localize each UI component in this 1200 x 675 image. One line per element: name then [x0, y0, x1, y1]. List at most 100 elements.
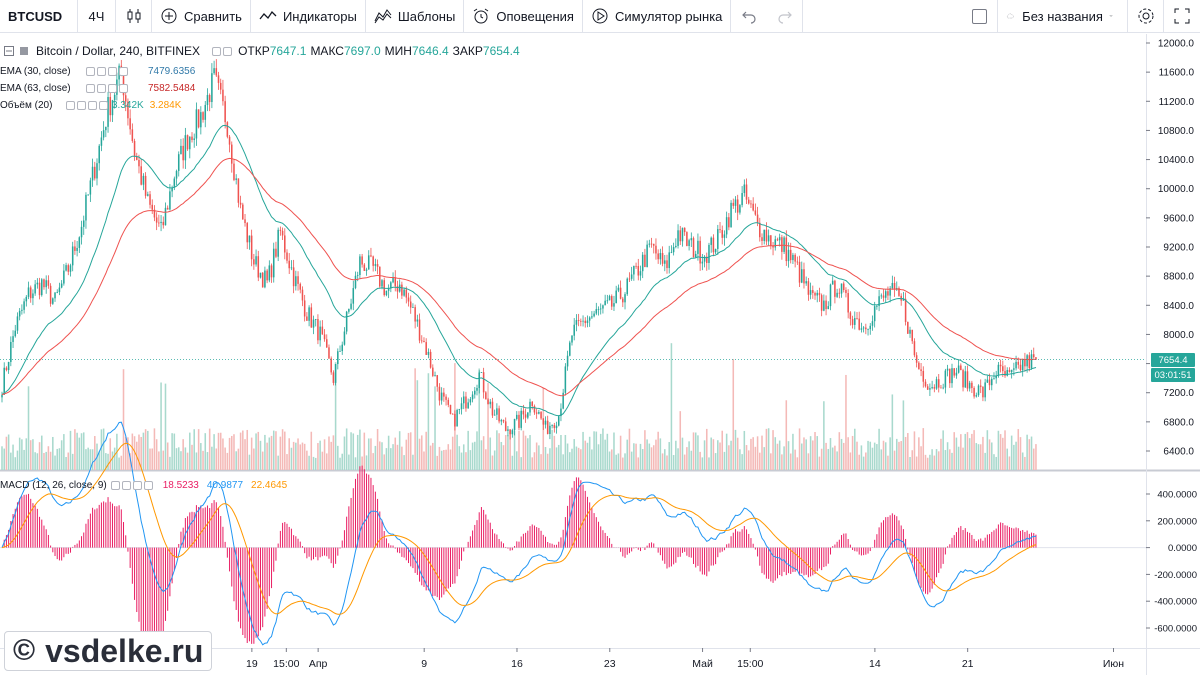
candle-body	[96, 163, 98, 179]
volume-bar	[91, 449, 94, 470]
volume-bar	[677, 448, 679, 470]
macd-histogram-bar	[266, 547, 268, 609]
volume-bar	[586, 442, 589, 470]
candle-body	[94, 166, 96, 179]
more-mini-icon[interactable]	[119, 84, 128, 93]
candle-body	[977, 385, 980, 396]
eye-icon[interactable]	[86, 67, 95, 76]
volume-bar	[398, 431, 401, 470]
macd-histogram-bar	[995, 528, 997, 548]
more-mini-icon[interactable]	[119, 67, 128, 76]
candle-body	[306, 316, 308, 321]
settings-mini-icon[interactable]	[77, 101, 86, 110]
candle-body	[292, 267, 295, 287]
plus-circle-icon	[161, 8, 177, 24]
eye-icon[interactable]	[212, 46, 222, 56]
volume-bar	[418, 438, 421, 470]
candle-body	[288, 260, 290, 269]
replay-button[interactable]: Симулятор рынка	[583, 0, 732, 33]
symbol-search[interactable]: BTCUSD	[0, 0, 78, 33]
macd-histogram-bar	[167, 547, 169, 611]
more-mini-icon[interactable]	[143, 481, 153, 490]
macd-histogram-bar	[584, 490, 586, 548]
candle-body	[414, 307, 416, 322]
compare-button[interactable]: Сравнить	[152, 0, 251, 33]
macd-histogram-bar	[810, 547, 812, 577]
candle-body	[577, 320, 580, 321]
undo-button[interactable]	[731, 0, 767, 33]
macd-histogram-bar	[116, 506, 118, 548]
volume-bar	[175, 448, 178, 470]
settings-mini-icon[interactable]	[97, 67, 106, 76]
chart-style-button[interactable]	[116, 0, 152, 33]
candle-body	[889, 288, 891, 296]
settings-mini-icon[interactable]	[121, 481, 131, 490]
macd-histogram-bar	[763, 547, 765, 575]
macd-histogram-bar	[922, 547, 924, 592]
macd-line-value: 40.9877	[206, 480, 244, 491]
eye-icon[interactable]	[110, 481, 120, 490]
more-mini-icon[interactable]	[99, 101, 108, 110]
volume-bar	[284, 431, 286, 470]
volume-bar	[644, 430, 646, 470]
candle-body	[655, 245, 657, 254]
candle-body	[82, 220, 85, 227]
volume-bar	[759, 452, 761, 470]
candle-body	[915, 355, 918, 363]
indicators-button[interactable]: Индикаторы	[251, 0, 366, 33]
settings-button[interactable]	[1128, 0, 1164, 33]
close-mini-icon[interactable]	[108, 84, 117, 93]
close-mini-icon[interactable]	[132, 481, 142, 490]
candle-body	[902, 298, 905, 301]
macd-histogram-bar	[799, 547, 801, 576]
macd-histogram-bar	[991, 531, 993, 548]
candle-body	[361, 256, 363, 265]
candle-body	[191, 136, 193, 140]
volume-bar	[390, 448, 392, 470]
volume-bar	[789, 453, 792, 470]
macd-histogram-bar	[63, 547, 65, 558]
layout-menu[interactable]: Без названия	[998, 0, 1128, 33]
high-label: МАКС	[310, 44, 344, 58]
candle-body	[3, 367, 5, 395]
volume-bar	[509, 430, 511, 470]
macd-histogram-bar	[244, 547, 246, 639]
collapse-icon[interactable]	[4, 46, 14, 56]
settings-mini-icon[interactable]	[97, 84, 106, 93]
macd-histogram-bar	[511, 547, 513, 551]
macd-histogram-bar	[160, 547, 162, 639]
macd-histogram-bar	[12, 514, 14, 548]
settings-mini-icon[interactable]	[223, 46, 233, 56]
candle-body	[80, 226, 83, 238]
candle-body	[518, 414, 520, 428]
alerts-button[interactable]: Оповещения	[464, 0, 583, 33]
macd-histogram-bar	[620, 547, 622, 552]
volume-bar	[63, 434, 65, 470]
close-mini-icon[interactable]	[108, 67, 117, 76]
volume-bar	[878, 428, 880, 470]
toggle-checkbox[interactable]	[962, 0, 998, 33]
fullscreen-button[interactable]	[1164, 0, 1200, 33]
macd-histogram-bar	[427, 547, 429, 591]
candle-body	[429, 351, 432, 368]
candle-body	[60, 283, 63, 288]
macd-histogram-bar	[699, 547, 701, 572]
chart-canvas[interactable]: 12000.0 11600.0 11200.0 10800.0 10400.0 10000…	[0, 34, 1200, 675]
volume-bar	[617, 453, 620, 470]
redo-button[interactable]	[767, 0, 804, 33]
volume-bar	[882, 440, 885, 470]
candle-body	[200, 112, 202, 128]
interval-button[interactable]: 4Ч	[78, 0, 116, 33]
candle-body	[973, 387, 975, 397]
volume-bar	[984, 452, 986, 470]
macd-histogram-bar	[909, 547, 911, 556]
eye-icon[interactable]	[66, 101, 75, 110]
candle-body	[217, 75, 220, 83]
candle-body	[913, 341, 916, 356]
candle-body	[728, 217, 730, 228]
eye-icon[interactable]	[86, 84, 95, 93]
close-mini-icon[interactable]	[88, 101, 97, 110]
macd-histogram-bar	[321, 547, 323, 557]
macd-histogram-bar	[317, 547, 319, 561]
templates-button[interactable]: Шаблоны	[366, 0, 465, 33]
